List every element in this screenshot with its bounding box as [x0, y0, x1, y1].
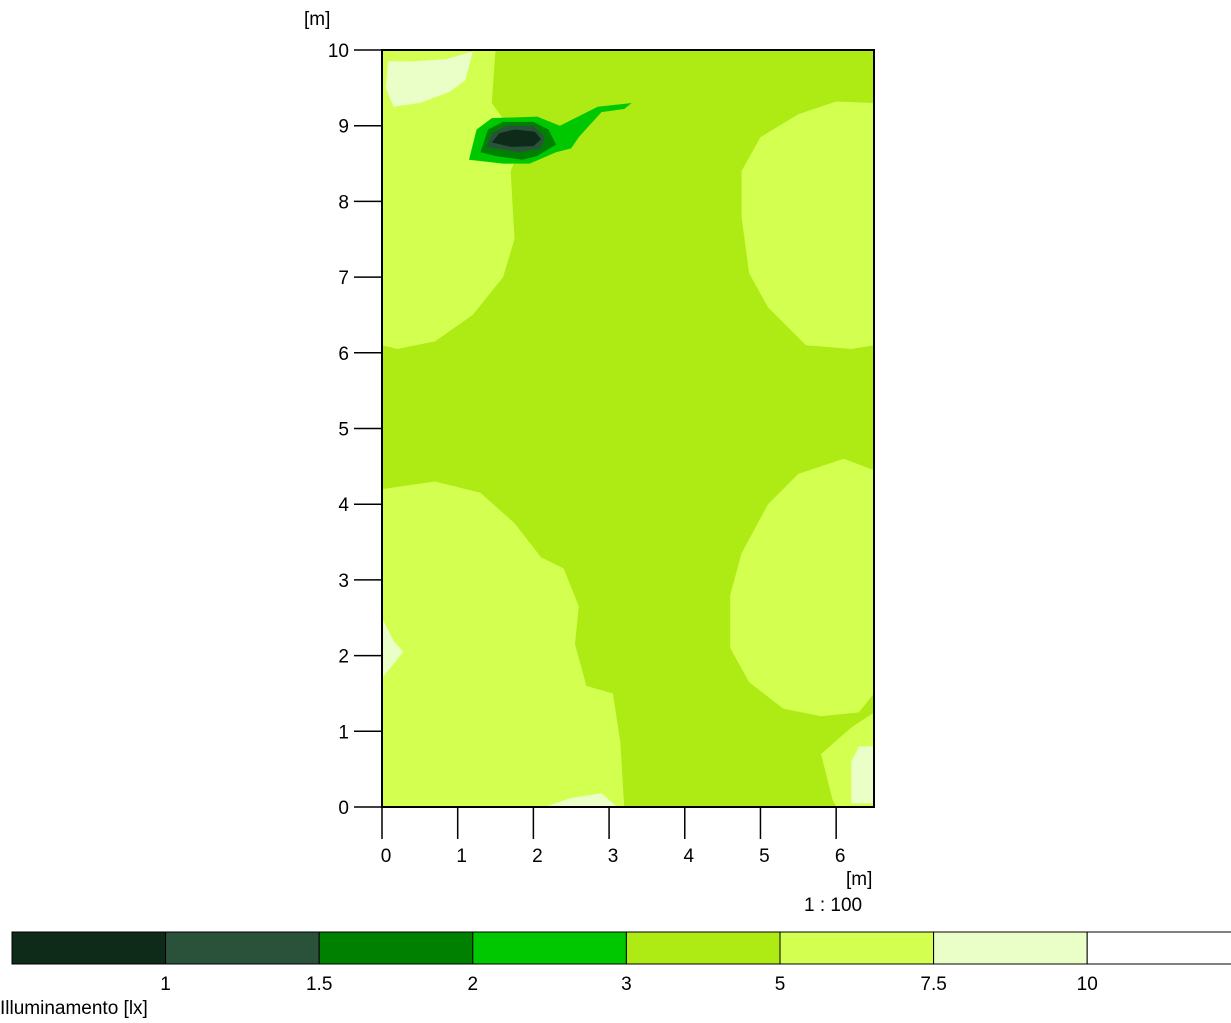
legend-swatch	[165, 931, 320, 965]
x-tick-label: 6	[835, 846, 846, 867]
y-tick-label: 7	[338, 268, 349, 289]
legend-swatch	[472, 931, 627, 965]
legend-threshold-label: 1	[160, 974, 171, 995]
y-tick-label: 1	[338, 722, 349, 743]
legend-threshold-label: 2	[468, 974, 479, 995]
contour-region-7	[730, 458, 874, 717]
legend-title: Illuminamento [lx]	[0, 998, 148, 1019]
contour-region-3	[741, 101, 874, 349]
x-tick-label: 4	[683, 846, 694, 867]
legend-threshold-label: 10	[1077, 974, 1098, 995]
legend-swatch	[1086, 931, 1231, 965]
y-axis-unit: [m]	[304, 9, 330, 30]
x-tick-label: 2	[532, 846, 543, 867]
y-tick-label: 5	[338, 420, 349, 441]
legend-threshold-label: 3	[621, 974, 632, 995]
contour-region-4	[382, 481, 625, 807]
y-tick-label: 9	[338, 117, 349, 138]
x-axis: 0 1 2 3 4 5 6	[381, 806, 874, 867]
contour-region-2	[385, 51, 473, 107]
color-legend: 1 1.5 2 3 5 7.5 10	[11, 931, 1231, 995]
legend-swatch	[625, 931, 781, 965]
x-tick-label: 5	[759, 846, 770, 867]
y-tick-label: 0	[338, 798, 349, 819]
legend-swatch	[933, 931, 1088, 965]
y-tick-label: 6	[338, 344, 349, 365]
contour-regions	[382, 50, 874, 807]
y-tick-label: 8	[338, 192, 349, 213]
scale-label: 1 : 100	[804, 895, 862, 916]
y-tick-label: 3	[338, 571, 349, 592]
y-tick-label: 2	[338, 647, 349, 668]
contour-region-6	[544, 793, 617, 807]
x-tick-label: 3	[608, 846, 619, 867]
y-tick-label: 4	[338, 495, 349, 516]
x-tick-label: 1	[456, 846, 467, 867]
y-axis: 0 1 2 3 4 5 6 7 8 9 10	[328, 41, 383, 819]
legend-swatch	[779, 931, 935, 965]
x-axis-unit: [m]	[846, 869, 872, 890]
contour-region-13	[491, 129, 541, 147]
y-tick-label: 10	[328, 41, 349, 62]
legend-threshold-label: 5	[775, 974, 786, 995]
contour-region-5	[382, 617, 404, 679]
legend-swatch	[11, 931, 167, 965]
legend-threshold-label: 1.5	[306, 974, 332, 995]
contour-region-9	[851, 746, 874, 804]
legend-swatch	[318, 931, 474, 965]
x-tick-label: 0	[381, 846, 392, 867]
legend-threshold-label: 7.5	[920, 974, 946, 995]
